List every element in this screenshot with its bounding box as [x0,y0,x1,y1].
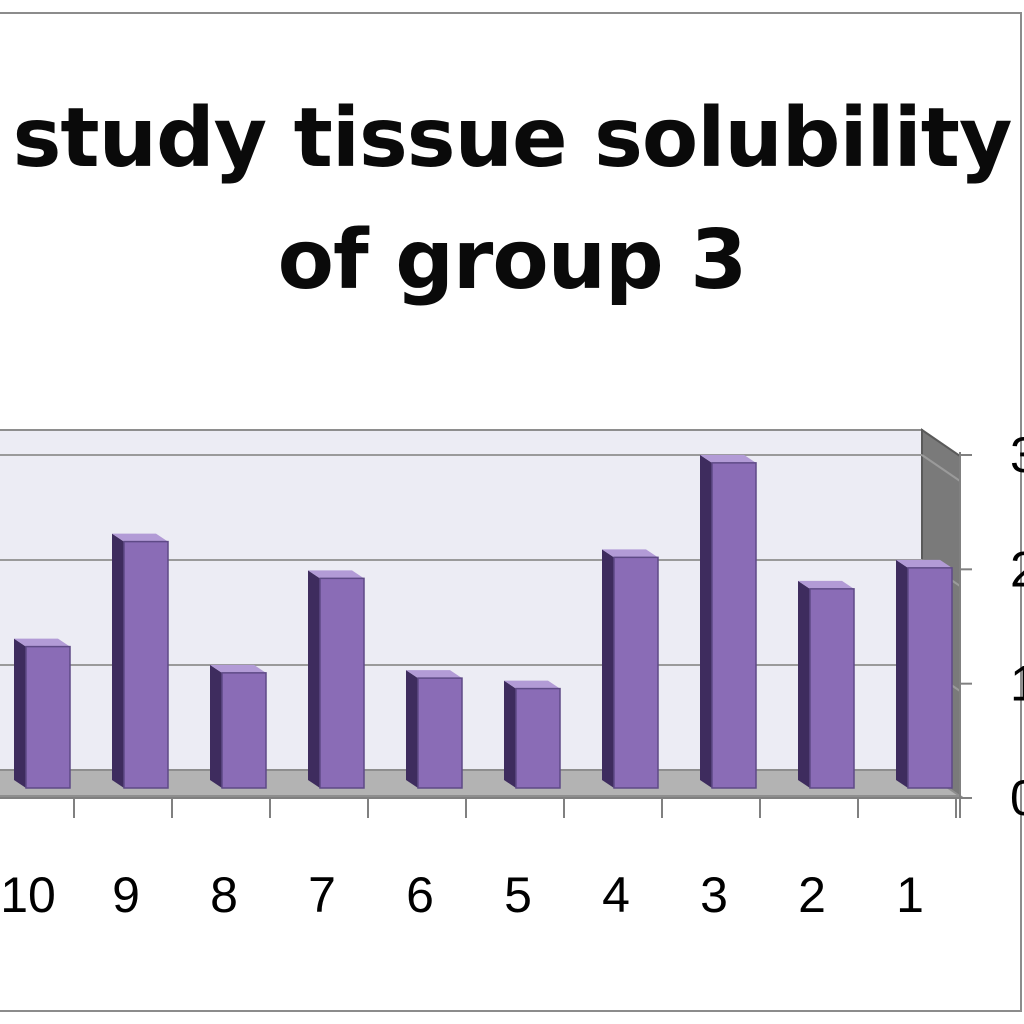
y-tick-label: 3 [1010,427,1024,483]
bar-front [809,588,855,789]
bar-side [798,580,810,788]
bar-side [210,664,222,788]
bar-front [25,645,71,789]
bar-10 [14,638,71,789]
bar-4 [602,549,659,789]
chart-title: study tissue solubility of group 3 [0,78,1024,322]
x-tick-label: 6 [406,867,434,923]
bar-6 [406,670,463,789]
bar-2 [798,580,855,789]
bars [14,454,953,789]
x-tick-labels: 10 9 8 7 6 5 4 3 2 1 [0,867,924,923]
x-tick-label: 9 [112,867,140,923]
gridline-side [921,454,961,482]
bar-top [602,549,658,558]
axes [0,452,972,818]
x-tick-label: 4 [602,867,630,923]
x-tick-label: 3 [700,867,728,923]
bar-front [515,687,561,789]
bar-top [700,454,756,463]
bar-top [406,670,462,679]
bar-3 [700,454,757,789]
x-tick-label: 1 [896,867,924,923]
bar-top [14,638,70,647]
chart-title-line-2: of group 3 [277,213,748,308]
bar-front [417,677,463,789]
bar-top [308,570,364,579]
bar-top [112,533,168,542]
bar-side [406,670,418,788]
chart-title-line-1: study tissue solubility [12,91,1013,186]
bar-front [221,672,267,789]
bar-front [711,462,757,789]
bar-5 [504,680,561,789]
chart-frame [0,12,1022,1012]
bar-front [907,567,953,789]
x-tick-label: 5 [504,867,532,923]
x-tick-label: 2 [798,867,826,923]
bar-front [613,556,659,789]
y-tick-label: 2 [1010,541,1024,597]
bar-7 [308,570,365,789]
bar-top [210,664,266,673]
bar-side [602,549,614,788]
x-tick-label: 7 [308,867,336,923]
y-tick-label: 0 [1010,770,1024,826]
bar-side [896,559,908,788]
bar-top [896,559,952,568]
y-tick-labels: 0 1 2 3 [1010,427,1024,826]
bar-top [504,680,560,689]
bar-front [319,577,365,789]
bar-side [700,454,712,788]
bar-9 [112,533,169,789]
x-tick-label: 10 [0,867,56,923]
bar-side [14,638,26,788]
y-tick-label: 1 [1010,656,1024,712]
bar-top [798,580,854,589]
bar-8 [210,664,267,789]
bar-side [504,680,516,788]
bar-side [308,570,320,788]
x-tick-label: 8 [210,867,238,923]
bar-side [112,533,124,788]
bar-1 [896,559,953,789]
bar-front [123,540,169,789]
